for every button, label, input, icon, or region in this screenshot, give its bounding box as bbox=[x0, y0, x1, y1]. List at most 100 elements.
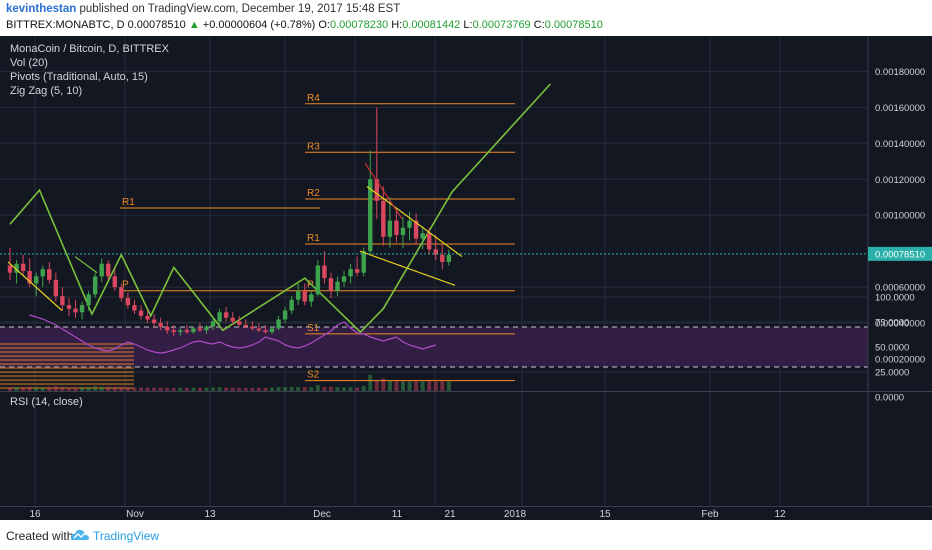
pivot-label: P bbox=[307, 280, 314, 291]
volume-bar bbox=[355, 387, 360, 391]
trendline-red bbox=[364, 162, 403, 220]
time-tick-label: 11 bbox=[392, 509, 403, 520]
volume-bar bbox=[394, 380, 399, 391]
volume-bar bbox=[420, 381, 425, 391]
candle-body bbox=[112, 276, 117, 288]
volume-bar bbox=[224, 387, 229, 391]
candle-body bbox=[79, 305, 85, 313]
volume-bar bbox=[211, 387, 216, 391]
candle-body bbox=[413, 220, 419, 239]
volume-bar bbox=[34, 387, 39, 391]
legend-rsi: RSI (14, close) bbox=[10, 396, 83, 408]
pivot-label: S1 bbox=[307, 323, 320, 334]
last-price: 0.00078510 bbox=[127, 19, 186, 31]
price-axis[interactable]: 0.00180000 0.00160000 0.00140000 0.00120000… bbox=[867, 36, 932, 506]
author-link[interactable]: kevinthestan bbox=[6, 3, 77, 15]
volume-bar bbox=[184, 387, 189, 391]
candle-body bbox=[125, 297, 131, 306]
volume-profile bbox=[0, 343, 134, 390]
volume-bar bbox=[302, 386, 307, 391]
volume-bar bbox=[322, 386, 327, 391]
volume-bar bbox=[256, 387, 261, 391]
volume-bar bbox=[289, 386, 294, 391]
candle-body bbox=[400, 227, 406, 235]
trendline-lower bbox=[359, 250, 456, 286]
symbol-line: BITTREX:MONABTC, D 0.00078510 ▲ +0.00000… bbox=[6, 19, 603, 31]
trendline-upper bbox=[366, 185, 463, 258]
volume-profile-bar bbox=[0, 355, 134, 358]
volume-bar bbox=[348, 387, 353, 391]
candle-body bbox=[60, 296, 65, 306]
legend-volume: Vol (20) bbox=[10, 57, 48, 69]
tradingview-cloud-icon bbox=[70, 529, 89, 540]
candle-body bbox=[217, 312, 222, 322]
volume-bar bbox=[361, 385, 366, 391]
candle-body bbox=[302, 290, 307, 302]
legend-pivots: Pivots (Traditional, Auto, 15) bbox=[10, 71, 148, 83]
rsi-tick-label: 25.0000 bbox=[875, 368, 909, 379]
trendline-early-2 bbox=[74, 256, 98, 274]
volume-bar bbox=[335, 387, 340, 391]
price-tick-label: 0.00180000 bbox=[875, 67, 925, 78]
volume-bar bbox=[237, 387, 242, 391]
time-axis[interactable]: 16 Nov 13 Dec 11 21 2018 15 Feb 12 bbox=[0, 506, 932, 521]
tradingview-brand-link[interactable]: TradingView bbox=[93, 529, 160, 543]
volume-bar bbox=[387, 380, 392, 391]
candle-body bbox=[27, 270, 32, 284]
volume-bar bbox=[263, 387, 268, 391]
candle-body bbox=[328, 278, 334, 291]
volume-bar bbox=[14, 387, 19, 391]
candle-body bbox=[256, 328, 262, 331]
legend-title: MonaCoin / Bitcoin, D, BITTREX bbox=[10, 43, 170, 55]
volume-bar bbox=[178, 387, 183, 391]
volume-bar bbox=[93, 386, 98, 391]
candle-body bbox=[341, 276, 347, 282]
volume-profile-bar bbox=[0, 347, 134, 350]
candle-body bbox=[119, 287, 124, 298]
close-value: 0.00078510 bbox=[544, 19, 603, 31]
volume-bar bbox=[112, 386, 117, 391]
volume-bar bbox=[86, 386, 91, 391]
candle-body bbox=[407, 220, 412, 228]
volume-bar bbox=[158, 387, 163, 391]
candle-body bbox=[171, 330, 176, 333]
candle-body bbox=[20, 263, 26, 271]
volume-bar bbox=[381, 378, 386, 391]
candle-body bbox=[191, 328, 196, 333]
candle-body bbox=[348, 269, 353, 277]
rsi-tick-label: 75.0000 bbox=[875, 318, 909, 329]
candle-body bbox=[427, 233, 432, 250]
candle-body bbox=[361, 251, 366, 273]
candle-body bbox=[92, 276, 98, 295]
candle-body bbox=[335, 281, 340, 291]
candle-body bbox=[106, 263, 111, 277]
volume-bar bbox=[427, 380, 432, 391]
volume-bar bbox=[401, 381, 405, 391]
time-tick-label: 2018 bbox=[504, 509, 527, 520]
price-tick-label: 0.00140000 bbox=[875, 139, 925, 150]
last-price-tag bbox=[868, 246, 932, 261]
pivot-label: P bbox=[122, 280, 129, 291]
candle-body bbox=[387, 220, 393, 237]
publish-line: kevinthestan published on TradingView.co… bbox=[6, 3, 400, 15]
candle-body bbox=[47, 269, 52, 280]
open-value: 0.00078230 bbox=[330, 19, 389, 31]
volume-bar bbox=[374, 379, 379, 391]
volume-bar bbox=[230, 387, 235, 391]
candle-body bbox=[354, 269, 360, 273]
candle-body bbox=[165, 326, 170, 331]
volume-bar bbox=[309, 387, 314, 391]
candle-body bbox=[394, 220, 399, 235]
up-arrow-icon: ▲ bbox=[188, 19, 200, 31]
volume-profile-bar bbox=[0, 343, 134, 346]
volume-bar bbox=[165, 387, 170, 391]
candle-body bbox=[34, 276, 39, 284]
volume-bar bbox=[204, 387, 209, 391]
candle-body bbox=[381, 200, 386, 237]
price-tick-label: 0.00120000 bbox=[875, 175, 925, 186]
rsi-tick-label: 0.0000 bbox=[875, 393, 904, 404]
rsi-pane bbox=[29, 314, 436, 354]
chart-header: kevinthestan published on TradingView.co… bbox=[0, 0, 932, 36]
candle-body bbox=[158, 323, 163, 327]
